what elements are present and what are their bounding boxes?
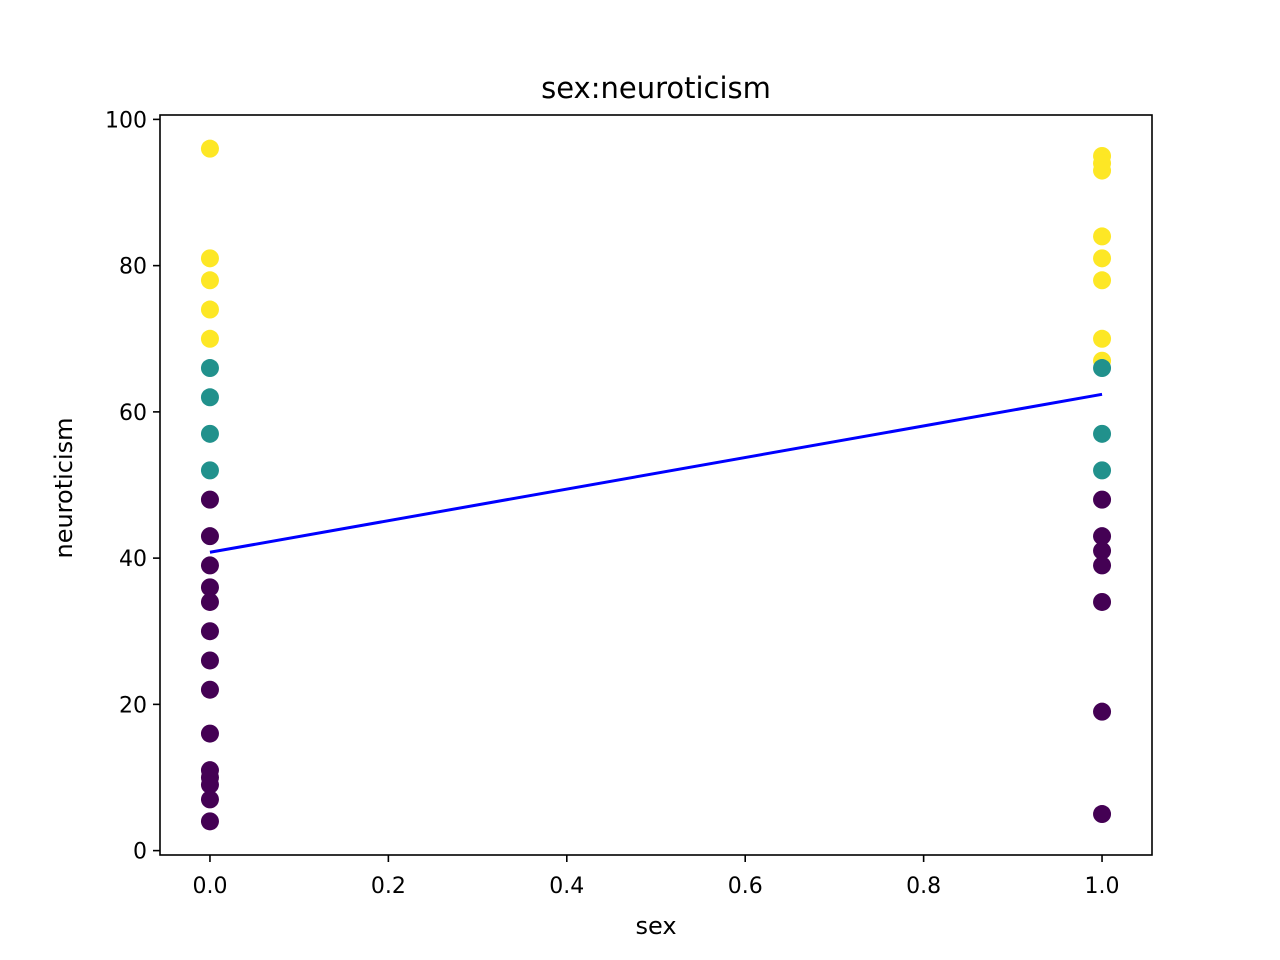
data-point	[1093, 541, 1112, 560]
data-point	[200, 651, 219, 670]
data-point	[1093, 592, 1112, 611]
data-point	[1093, 359, 1112, 378]
data-point	[200, 680, 219, 699]
data-point	[200, 329, 219, 348]
plot-frame	[159, 114, 1153, 856]
plot-area	[160, 115, 1152, 855]
data-point	[200, 300, 219, 319]
data-point	[200, 249, 219, 268]
data-points	[200, 139, 1112, 831]
x-tick-label: 0.4	[549, 874, 584, 899]
data-point	[200, 790, 219, 809]
y-tick-label: 40	[119, 547, 147, 572]
data-point	[200, 556, 219, 575]
y-axis: 0 20 40 60 80 100	[105, 108, 160, 865]
x-tick-label: 1.0	[1085, 874, 1120, 899]
data-point	[1093, 249, 1112, 268]
data-point	[1093, 490, 1112, 509]
x-tick-label: 0.6	[728, 874, 763, 899]
y-tick-label: 60	[119, 401, 147, 426]
data-point	[1093, 556, 1112, 575]
x-tick-label: 0.8	[906, 874, 941, 899]
fit-line-layer	[209, 392, 1103, 554]
data-point	[200, 461, 219, 480]
data-point	[200, 271, 219, 290]
x-tick-label: 0.2	[371, 874, 406, 899]
data-point	[200, 388, 219, 407]
x-axis: 0.0 0.2 0.4 0.6 0.8 1.0	[192, 855, 1120, 899]
data-point	[200, 424, 219, 443]
x-tick-label: 0.0	[192, 874, 227, 899]
data-point	[200, 592, 219, 611]
data-point	[200, 622, 219, 641]
data-point	[200, 775, 219, 794]
data-point	[200, 578, 219, 597]
x-axis-label: sex	[635, 912, 676, 940]
data-point	[200, 812, 219, 831]
fit-line	[209, 392, 1103, 554]
data-point	[1093, 227, 1112, 246]
data-point	[1093, 271, 1112, 290]
y-axis-label: neuroticism	[50, 417, 78, 558]
data-point	[1093, 527, 1112, 546]
data-point	[1093, 461, 1112, 480]
data-point	[200, 139, 219, 158]
data-point	[1093, 805, 1112, 824]
y-tick-label: 20	[119, 693, 147, 718]
data-point	[200, 490, 219, 509]
data-point	[200, 527, 219, 546]
y-tick-label: 0	[133, 840, 147, 865]
y-tick-label: 100	[105, 108, 147, 133]
chart-title: sex:neuroticism	[541, 71, 771, 105]
data-point	[200, 724, 219, 743]
data-point	[1093, 702, 1112, 721]
y-tick-label: 80	[119, 255, 147, 280]
data-point	[200, 359, 219, 378]
data-point	[1093, 424, 1112, 443]
data-point	[1093, 161, 1112, 180]
data-point	[1093, 329, 1112, 348]
